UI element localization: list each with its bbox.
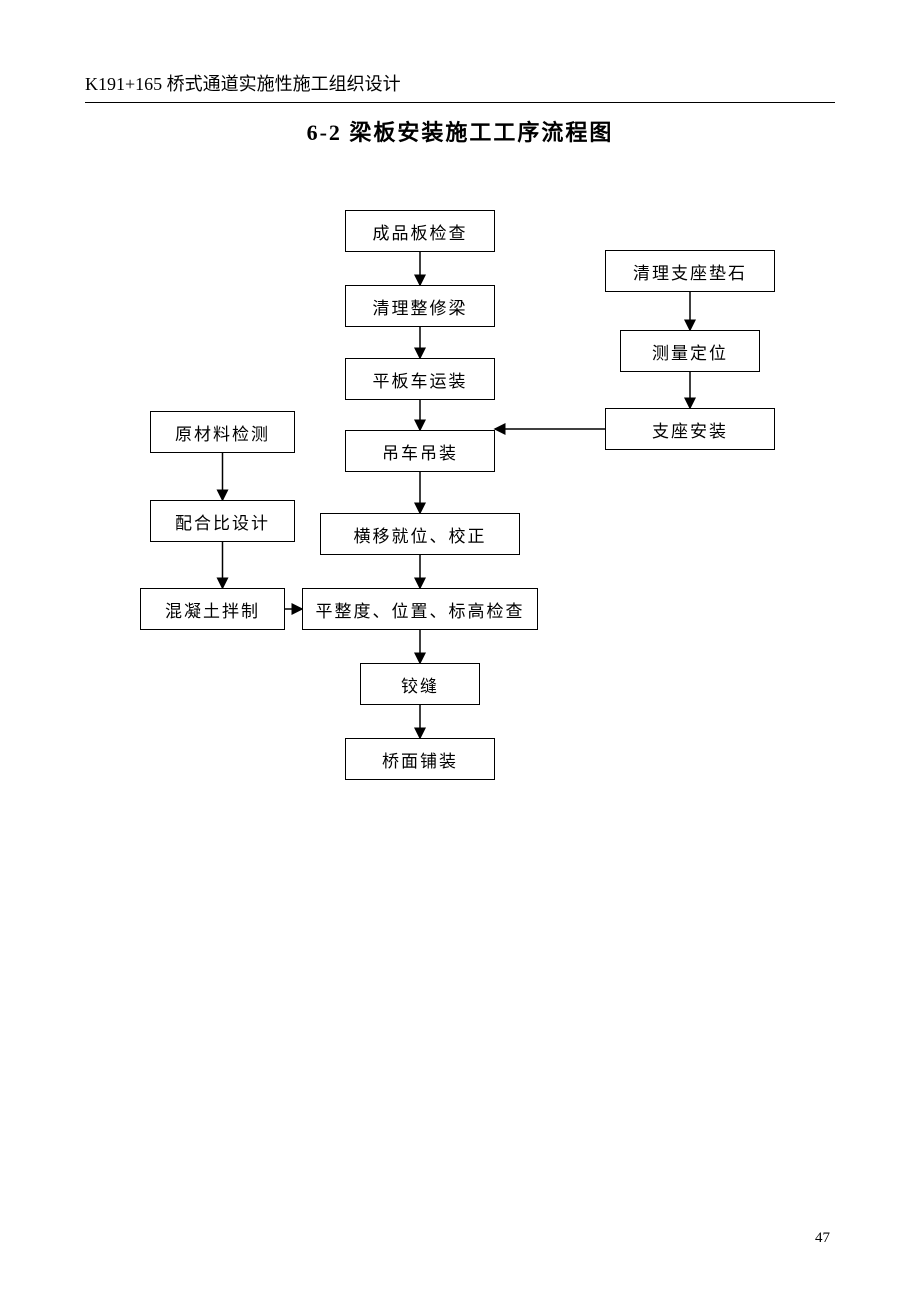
flowchart-node: 成品板检查 — [345, 210, 495, 252]
flowchart-node: 测量定位 — [620, 330, 760, 372]
flowchart-node: 桥面铺装 — [345, 738, 495, 780]
flowchart-node: 横移就位、校正 — [320, 513, 520, 555]
page-number: 47 — [815, 1230, 830, 1247]
flowchart-canvas: 成品板检查清理支座垫石清理整修梁测量定位平板车运装支座安装 原材料检测 吊车吊装配合… — [0, 0, 920, 1302]
flowchart-edges — [0, 0, 920, 1302]
flowchart-node: 混凝土拌制 — [140, 588, 285, 630]
flowchart-node: 配合比设计 — [150, 500, 295, 542]
flowchart-node: 平板车运装 — [345, 358, 495, 400]
flowchart-node: 清理整修梁 — [345, 285, 495, 327]
flowchart-node: 支座安装 — [605, 408, 775, 450]
flowchart-node: 平整度、位置、标高检查 — [302, 588, 538, 630]
flowchart-node: 清理支座垫石 — [605, 250, 775, 292]
flowchart-node: 铰缝 — [360, 663, 480, 705]
flowchart-node: 原材料检测 — [150, 411, 295, 453]
flowchart-node: 吊车吊装 — [345, 430, 495, 472]
